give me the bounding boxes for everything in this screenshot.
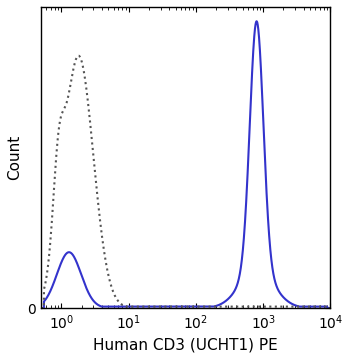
Y-axis label: Count: Count — [7, 135, 22, 180]
X-axis label: Human CD3 (UCHT1) PE: Human CD3 (UCHT1) PE — [93, 337, 278, 352]
